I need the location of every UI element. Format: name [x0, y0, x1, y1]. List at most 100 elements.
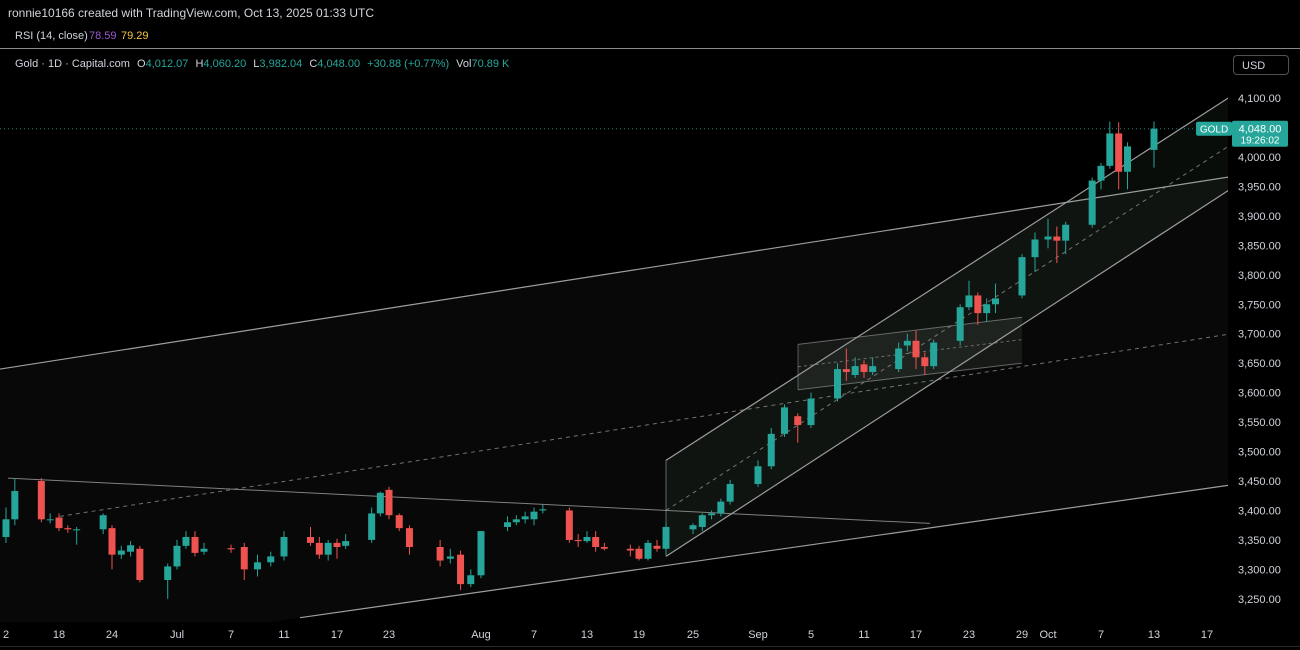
x-tick-label: 5 [808, 629, 814, 641]
rising-channel-fill [666, 98, 1228, 557]
candle [368, 507, 376, 543]
x-tick-label: 18 [53, 629, 65, 641]
candle [37, 478, 45, 523]
y-tick-label: 3,250.00 [1238, 594, 1281, 606]
candle-body [834, 369, 841, 399]
high-label: H [195, 58, 204, 70]
price-tag-bg [1232, 120, 1288, 147]
candle [164, 563, 172, 599]
candle-body [930, 342, 938, 367]
candle [200, 542, 208, 555]
candle [405, 525, 413, 555]
low-value: 3,982.04 [259, 58, 303, 70]
candle [983, 298, 991, 322]
candle [307, 526, 314, 546]
candle [565, 507, 573, 543]
candle [956, 304, 964, 346]
candle-body [280, 536, 288, 557]
candle-body [2, 519, 10, 537]
y-tick-label: 3,850.00 [1238, 240, 1281, 252]
candle-body [767, 433, 775, 467]
y-tick-label: 3,950.00 [1238, 181, 1281, 193]
candle [521, 511, 529, 524]
candle-body [842, 369, 850, 373]
candle-body [539, 509, 547, 511]
y-tick-label: 3,650.00 [1238, 358, 1281, 370]
candle-body [689, 525, 697, 530]
major-channel-lower [299, 484, 1228, 619]
flag-channel-mid [797, 339, 1023, 368]
candle [342, 534, 350, 549]
candle [903, 333, 911, 352]
candle-body [1044, 236, 1052, 240]
high-value: 4,060.20 [203, 58, 247, 70]
candle-body [860, 364, 868, 373]
candle [921, 352, 929, 375]
candle [2, 507, 10, 543]
candle [807, 392, 815, 428]
candle-body [956, 307, 964, 341]
x-tick-label: Aug [471, 629, 491, 641]
y-tick-label: 3,500.00 [1238, 447, 1281, 459]
symbol-title[interactable]: Gold · 1D · Capital.com [15, 58, 130, 70]
x-tick-label: 13 [1148, 629, 1160, 641]
candle-body [324, 542, 332, 555]
candle-body [921, 357, 929, 367]
candle [333, 538, 341, 559]
candle [1062, 221, 1070, 255]
candle [1088, 177, 1096, 228]
candle [512, 515, 520, 526]
candle-body [376, 492, 384, 514]
x-tick-label: 2 [3, 629, 9, 641]
candle [467, 569, 475, 588]
candle [280, 531, 288, 561]
candle-body [754, 466, 762, 484]
candle [446, 548, 454, 564]
y-tick-label: 3,300.00 [1238, 564, 1281, 576]
y-tick-label: 3,400.00 [1238, 505, 1281, 517]
candle-body [992, 298, 999, 305]
x-tick-label: 7 [1098, 629, 1104, 641]
x-tick-label: Sep [748, 629, 768, 641]
candle [644, 539, 652, 561]
y-tick-label: 4,100.00 [1238, 93, 1281, 105]
candle [851, 357, 859, 378]
candle-body [1018, 257, 1026, 296]
candle-body [227, 548, 235, 550]
candle-body [37, 481, 45, 520]
rsi-pane[interactable]: RSI (14, close) 78.59 79.29 [0, 26, 1300, 49]
candle-body [1106, 133, 1114, 166]
candle [698, 513, 706, 532]
rsi-label: RSI (14, close) [15, 30, 88, 42]
candle [583, 531, 591, 543]
candle [99, 513, 107, 535]
candle [11, 478, 19, 526]
candle-body [794, 416, 802, 426]
candle-body [55, 517, 63, 529]
rising-channel-lower [665, 189, 1228, 557]
candle [227, 544, 235, 553]
candle-body [807, 398, 815, 426]
candle [240, 542, 248, 580]
candle-body [974, 295, 982, 314]
candle-body [467, 575, 475, 585]
low-label: L [253, 58, 260, 70]
symbol-tag-label: GOLD [1200, 125, 1228, 136]
candle-body [1115, 133, 1123, 172]
x-tick-label: 17 [1201, 629, 1213, 641]
candle-body [903, 340, 911, 346]
x-tick-label: 24 [106, 629, 118, 641]
candle [267, 551, 275, 567]
candle-body [385, 489, 393, 516]
candle-body [46, 519, 54, 521]
candle [55, 513, 63, 532]
candle-body [1124, 146, 1131, 172]
candle-body [200, 548, 208, 552]
candle [117, 545, 125, 559]
candle-body [11, 491, 19, 520]
candle-body [333, 542, 341, 547]
candle-body [1150, 128, 1158, 150]
currency-button[interactable]: USD [1233, 55, 1289, 75]
